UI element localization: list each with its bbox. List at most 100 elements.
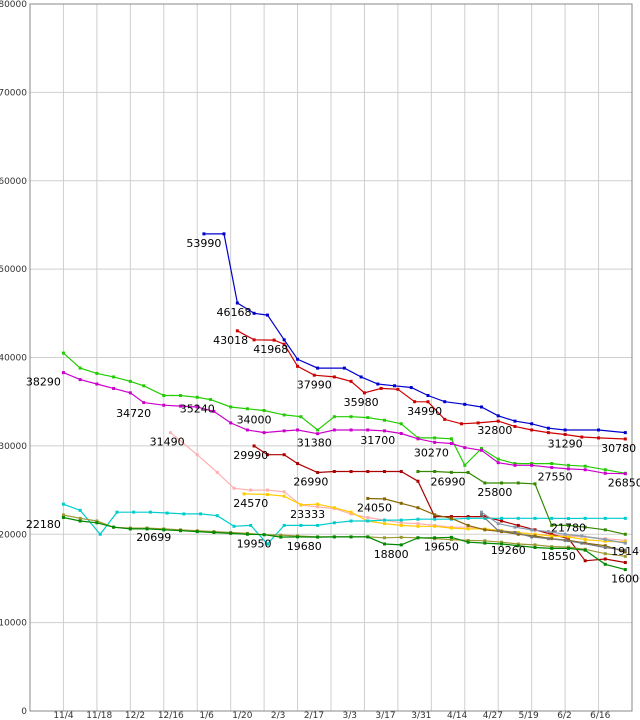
data-point [516,516,520,520]
data-point [480,513,483,517]
data-point [366,535,370,539]
data-point [603,546,607,550]
data-point [566,467,570,471]
data-point [168,431,172,435]
data-point [383,536,387,540]
data-point [393,384,397,388]
data-point [235,301,239,305]
data-point [399,422,403,426]
data-point [449,441,453,445]
data-point [379,386,383,390]
data-point [623,516,627,520]
data-point [165,511,169,515]
data-point [265,453,269,457]
data-point [563,428,567,432]
data-point [282,338,286,342]
y-tick-label: 80000 [0,0,27,10]
data-point [533,516,537,520]
x-tick-label: 6/16 [590,711,610,720]
data-point [282,342,286,346]
data-point [480,510,483,514]
data-point [262,533,266,537]
data-point [603,471,607,475]
data-point [533,543,537,547]
data-point [349,512,353,516]
data-label: 19650 [424,540,459,553]
data-label: 19680 [287,540,322,553]
data-label: 31290 [548,437,583,450]
data-point [463,446,467,450]
data-point [409,386,413,390]
data-point [148,510,152,514]
data-point [583,541,587,545]
data-point [583,548,587,552]
data-point [182,512,186,516]
data-point [449,535,453,539]
data-point [476,421,480,425]
data-point [332,470,336,474]
data-point [530,463,534,467]
data-point [61,515,65,519]
data-point [433,513,437,517]
data-point [383,542,387,546]
data-label: 53990 [186,237,221,250]
series-line [63,352,626,474]
data-point [530,535,534,539]
data-point [249,488,253,492]
data-label: 20699 [136,531,171,544]
data-point [282,490,286,494]
data-point [623,561,627,565]
data-point [603,562,607,566]
data-point [603,516,607,520]
data-point [623,568,627,572]
data-point [623,548,627,552]
data-point [603,528,607,532]
data-point [416,517,420,521]
data-point [466,538,470,542]
data-point [416,506,420,510]
data-point [179,529,182,533]
data-point [449,470,453,474]
data-point [299,415,303,419]
data-point [98,532,102,536]
data-point [566,546,570,550]
data-label: 31700 [360,434,395,447]
data-point [399,521,403,525]
data-point [195,395,199,399]
data-point [376,382,380,386]
data-label: 26990 [431,475,466,488]
data-point [128,527,132,531]
data-point [513,424,517,428]
data-point [282,413,286,417]
data-point [383,470,387,474]
data-point [550,523,554,527]
data-point [466,523,470,527]
x-tick-label: 12/2 [125,711,145,720]
data-point [583,525,587,529]
data-point [195,405,199,409]
data-point [449,437,453,441]
data-point [530,422,534,426]
data-point [623,554,627,558]
data-point [463,463,467,467]
data-point [112,375,116,379]
data-point [623,532,627,536]
data-point [349,379,353,383]
data-point [252,311,256,315]
data-point [95,519,99,523]
data-point [349,519,353,523]
data-point [513,462,517,466]
data-point [603,539,607,543]
x-tick-label: 2/3 [271,711,285,720]
data-point [533,534,537,538]
data-point [316,502,320,506]
data-point [332,428,336,432]
y-tick-label: 40000 [0,354,27,364]
data-label: 31380 [297,437,332,450]
data-point [550,466,554,470]
data-point [212,409,216,413]
x-tick-label: 1/20 [232,711,252,720]
data-point [466,527,470,531]
data-point [316,505,320,509]
